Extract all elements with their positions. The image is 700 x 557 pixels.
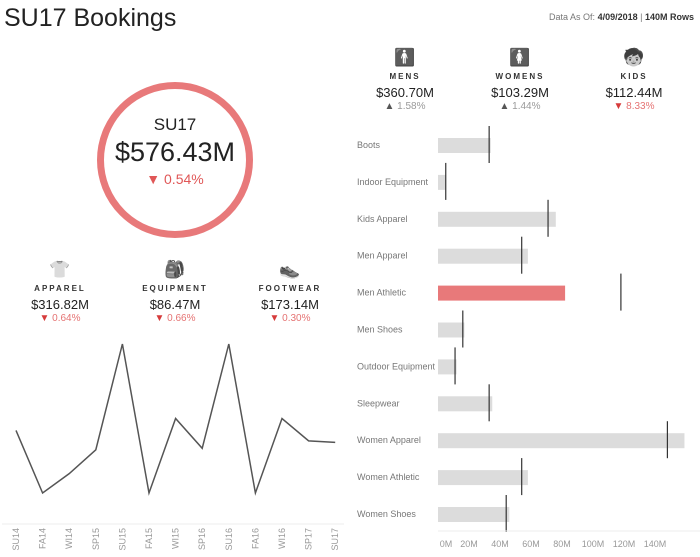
as-of-date: 4/09/2018 (597, 12, 638, 22)
category-label: Outdoor Equipment (357, 361, 436, 371)
category-label: Men Athletic (357, 288, 407, 298)
kpi-value: $360.70M (376, 85, 434, 100)
x-tick-label: SU16 (224, 528, 234, 551)
total-value: $576.43M (114, 137, 236, 167)
bar-men-apparel[interactable] (438, 248, 528, 264)
category-label: Kids Apparel (357, 214, 408, 224)
x-tick-label: FA15 (144, 528, 154, 549)
kpi-apparel: 👕 APPAREL $316.82M ▼ 0.64% (5, 260, 115, 324)
total-change: ▼ 0.54% (104, 171, 246, 187)
kpi-change-value: 8.33% (626, 101, 655, 112)
man-icon: 🚹 (394, 48, 416, 67)
kpi-value: $103.29M (491, 85, 549, 100)
x-tick-label: WI14 (64, 528, 74, 549)
bar-sleepwear[interactable] (438, 396, 493, 412)
bookings-trend-line (15, 343, 336, 496)
backpack-icon: 🎒 (164, 260, 186, 279)
as-of-label: Data As Of: (549, 12, 596, 22)
x-tick-label: SU15 (117, 528, 127, 551)
woman-icon: 🚺 (509, 48, 531, 67)
data-as-of: Data As Of: 4/09/2018 | 140M Rows (549, 12, 694, 22)
bar-men-shoes[interactable] (438, 322, 465, 338)
kpi-change: ▼ 0.64% (5, 313, 115, 324)
bar-kids-apparel[interactable] (438, 211, 556, 227)
bar-women-shoes[interactable] (438, 507, 510, 522)
x-axis-tick: 100M (582, 539, 605, 549)
kpi-change-value: 0.64% (52, 313, 81, 324)
kpi-value: $173.14M (261, 297, 319, 312)
page-title: SU17 Bookings (4, 4, 177, 32)
x-tick-label: FA16 (250, 528, 260, 549)
kpi-change-value: 0.30% (282, 313, 311, 324)
kpi-change: ▼ 8.33% (579, 101, 689, 112)
down-triangle-icon: ▼ (154, 313, 165, 324)
x-tick-label: SU14 (11, 528, 21, 551)
x-axis-tick: 120M (613, 539, 636, 549)
kpi-value: $316.82M (31, 297, 89, 312)
x-tick-label: SP17 (304, 528, 314, 550)
x-tick-label: SP15 (91, 528, 101, 550)
x-axis-tick: 20M (460, 539, 478, 549)
up-triangle-icon: ▲ (499, 101, 510, 112)
kpi-mens: 🚹 MENS $360.70M ▲ 1.58% (350, 48, 460, 112)
kpi-name: FOOTWEAR (258, 284, 322, 293)
kpi-change-value: 0.66% (167, 313, 196, 324)
down-triangle-icon: ▼ (146, 171, 161, 187)
kpi-name: APPAREL (34, 284, 86, 293)
x-axis-tick: 0M (440, 539, 453, 549)
child-icon: 🧒 (623, 48, 645, 67)
category-label: Sleepwear (357, 398, 400, 408)
x-tick-label: WI15 (171, 528, 181, 549)
bar-outdoor-equipment[interactable] (438, 359, 457, 375)
x-tick-label: SU17 (330, 528, 340, 551)
kpi-change: ▲ 1.58% (350, 101, 460, 112)
bar-boots[interactable] (438, 138, 491, 153)
kpi-footwear: 👟 FOOTWEAR $173.14M ▼ 0.30% (235, 260, 345, 324)
shoe-icon: 👟 (279, 260, 301, 279)
kpi-name: KIDS (620, 72, 648, 81)
down-triangle-icon: ▼ (613, 101, 624, 112)
down-triangle-icon: ▼ (269, 313, 280, 324)
bar-men-athletic[interactable] (438, 285, 566, 301)
bar-women-athletic[interactable] (438, 470, 528, 486)
down-triangle-icon: ▼ (39, 313, 50, 324)
kpi-value: $112.44M (605, 85, 663, 100)
bar-women-apparel[interactable] (438, 433, 685, 449)
row-count: 140M Rows (644, 12, 694, 22)
x-axis-tick: 140M (644, 539, 667, 549)
total-bookings-ring: SU17 $576.43M ▼ 0.54% (97, 82, 253, 238)
total-label: SU17 (153, 115, 197, 134)
x-tick-label: WI16 (277, 528, 287, 549)
kpi-change-value: 1.58% (397, 101, 426, 112)
x-tick-label: SP16 (197, 528, 207, 550)
x-tick-label: FA14 (38, 528, 48, 549)
kpi-womens: 🚺 WOMENS $103.29M ▲ 1.44% (465, 48, 575, 112)
kpi-value: $86.47M (149, 297, 201, 312)
kpi-name: MENS (389, 72, 421, 81)
kpi-change: ▲ 1.44% (465, 101, 575, 112)
x-axis-tick: 60M (522, 539, 540, 549)
category-label: Men Shoes (357, 325, 403, 335)
category-label: Women Athletic (357, 472, 420, 482)
category-label: Indoor Equipment (357, 177, 429, 187)
kpi-name: EQUIPMENT (142, 284, 208, 293)
x-axis-tick: 80M (553, 539, 571, 549)
kpi-change: ▼ 0.30% (235, 313, 345, 324)
kpi-equipment: 🎒 EQUIPMENT $86.47M ▼ 0.66% (120, 260, 230, 324)
total-change-value: 0.54% (164, 171, 204, 187)
kpi-name: WOMENS (495, 72, 545, 81)
category-label: Women Apparel (357, 435, 421, 445)
kpi-kids: 🧒 KIDS $112.44M ▼ 8.33% (579, 48, 689, 112)
category-label: Men Apparel (357, 251, 408, 261)
tshirt-icon: 👕 (49, 260, 71, 279)
x-axis-tick: 40M (491, 539, 509, 549)
up-triangle-icon: ▲ (384, 101, 395, 112)
kpi-change-value: 1.44% (512, 101, 541, 112)
category-label: Women Shoes (357, 509, 416, 519)
kpi-change: ▼ 0.66% (120, 313, 230, 324)
category-label: Boots (357, 140, 381, 150)
bar-indoor-equipment[interactable] (438, 174, 446, 190)
